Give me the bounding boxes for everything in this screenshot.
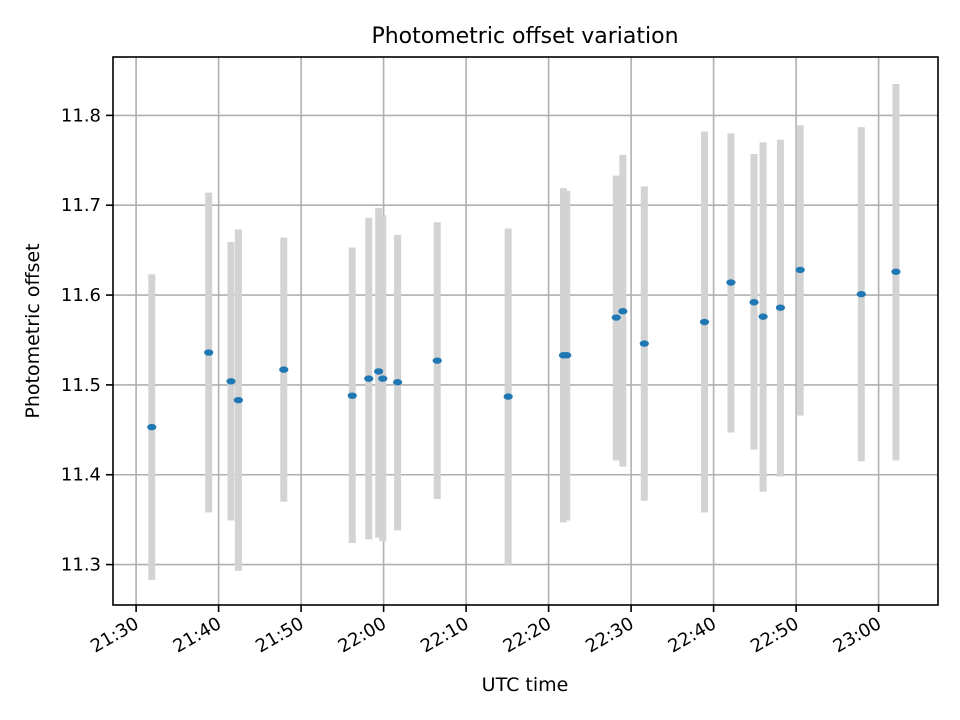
data-point bbox=[639, 340, 649, 347]
y-tick-label: 11.8 bbox=[61, 105, 101, 126]
point-layer bbox=[147, 266, 901, 431]
data-point bbox=[147, 423, 157, 431]
data-point bbox=[374, 368, 384, 375]
data-point bbox=[562, 352, 572, 359]
y-axis: 11.3 11.4 11.5 11.6 11.7 11.8 bbox=[61, 105, 113, 576]
data-point bbox=[749, 299, 759, 306]
data-point bbox=[699, 318, 710, 326]
x-axis-label: UTC time bbox=[482, 674, 569, 696]
data-point bbox=[775, 304, 786, 311]
data-point bbox=[393, 379, 403, 386]
data-point bbox=[758, 313, 768, 320]
data-point bbox=[611, 314, 621, 321]
chart-title: Photometric offset variation bbox=[371, 24, 678, 49]
data-point bbox=[364, 375, 374, 382]
y-tick-label: 11.6 bbox=[61, 285, 101, 306]
y-axis-label: Photometric offset bbox=[22, 243, 44, 418]
data-point bbox=[618, 308, 628, 315]
data-point bbox=[347, 392, 357, 399]
y-tick-label: 11.7 bbox=[61, 195, 101, 216]
plot-frame bbox=[112, 56, 939, 606]
y-tick-label: 11.4 bbox=[61, 465, 101, 486]
data-point bbox=[378, 375, 388, 382]
y-tick-label: 11.3 bbox=[61, 555, 101, 576]
data-point bbox=[226, 378, 236, 385]
y-tick-label: 11.5 bbox=[61, 375, 101, 396]
data-point bbox=[233, 396, 243, 404]
data-point bbox=[432, 357, 442, 364]
data-point bbox=[279, 366, 289, 373]
data-point bbox=[726, 279, 736, 286]
data-point bbox=[204, 349, 214, 356]
data-point bbox=[856, 290, 866, 298]
data-point bbox=[891, 268, 901, 275]
data-point bbox=[795, 266, 805, 274]
data-point bbox=[503, 393, 513, 400]
